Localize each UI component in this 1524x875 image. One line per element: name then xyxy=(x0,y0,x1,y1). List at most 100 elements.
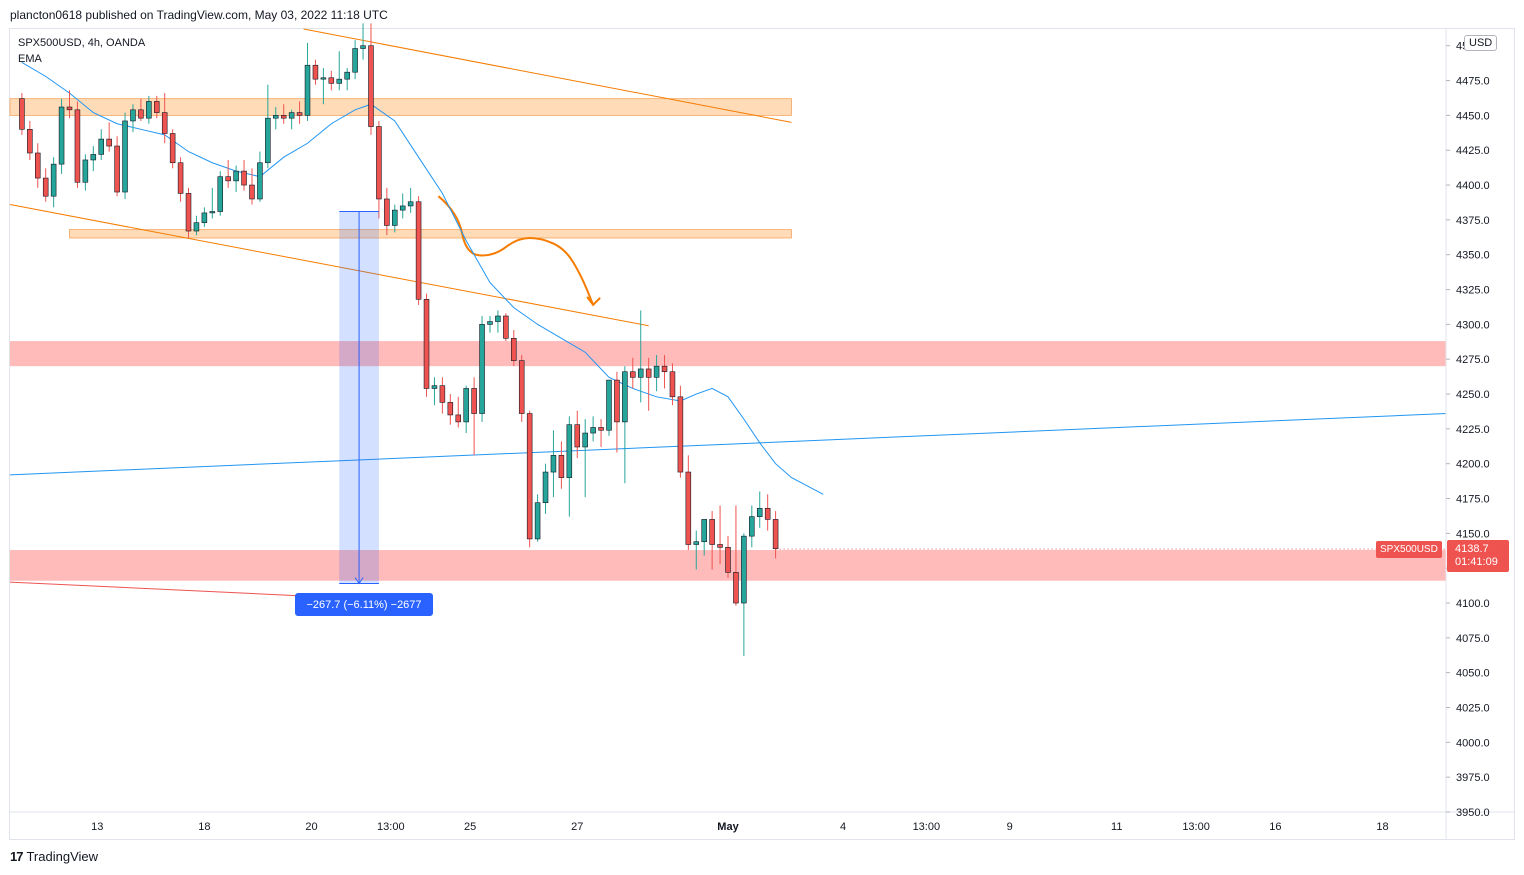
candle-body xyxy=(225,176,231,182)
candle-body xyxy=(304,64,311,116)
time-tick-label: 4 xyxy=(840,821,846,833)
candle-body xyxy=(42,177,49,197)
candle-body xyxy=(725,546,731,573)
price-zone xyxy=(9,98,792,116)
candle-body xyxy=(360,45,366,49)
price-tick-label: 4225.0 xyxy=(1456,424,1490,436)
candle-body xyxy=(772,519,779,549)
candle-body xyxy=(582,432,588,448)
candle xyxy=(463,385,469,434)
measure-arrow-head xyxy=(354,577,364,585)
measure-label: −267.7 (−6.11%) −2677 xyxy=(295,593,433,616)
candle xyxy=(384,187,390,236)
candle xyxy=(741,533,747,656)
candle-body xyxy=(50,163,57,197)
candle-body xyxy=(574,424,581,448)
candle-body xyxy=(693,541,700,545)
price-tick-label: 3975.0 xyxy=(1456,772,1490,784)
projection-path xyxy=(437,195,595,306)
candle-body xyxy=(709,519,715,545)
candle xyxy=(114,136,120,197)
candle-body xyxy=(376,126,382,200)
price-tick-label: 4100.0 xyxy=(1456,598,1490,610)
candle xyxy=(471,377,477,456)
tradingview-logo[interactable]: 17 TradingView xyxy=(10,849,98,864)
candle xyxy=(677,385,684,478)
candle xyxy=(590,416,596,442)
candle xyxy=(82,154,89,191)
candle-body xyxy=(368,45,374,127)
current-price-tag: 4138.7 01:41:09 xyxy=(1447,540,1509,572)
candle xyxy=(288,109,295,130)
candle xyxy=(265,84,271,169)
candle-body xyxy=(511,337,517,361)
time-tick-label: 18 xyxy=(198,821,210,833)
candle xyxy=(27,120,33,160)
trendline-layer xyxy=(9,28,1447,598)
candle xyxy=(479,316,485,422)
candle xyxy=(98,129,104,160)
ema-line xyxy=(21,62,824,495)
candle-body xyxy=(471,388,477,414)
legend-indicator: EMA xyxy=(18,53,42,65)
candle xyxy=(415,196,422,305)
candle xyxy=(154,95,160,119)
candle xyxy=(495,310,501,333)
candle-body xyxy=(35,152,41,179)
candle-body xyxy=(249,184,255,200)
candle xyxy=(669,363,676,406)
candle-body xyxy=(122,120,128,193)
candle-body xyxy=(653,365,660,378)
candle xyxy=(42,168,49,202)
candle-body xyxy=(217,176,224,212)
candle-body xyxy=(518,360,525,414)
trendline xyxy=(9,204,649,327)
measure-layer xyxy=(339,211,379,585)
candle xyxy=(725,536,731,578)
candle-body xyxy=(431,385,438,389)
price-tick-label: 4475.0 xyxy=(1456,76,1490,88)
price-tick-label: 4375.0 xyxy=(1456,215,1490,227)
candle xyxy=(550,430,557,498)
symbol-price-tag: SPX500USD xyxy=(1376,541,1442,558)
price-tick-label: 4025.0 xyxy=(1456,703,1490,715)
chart-legend: SPX500USD, 4h, OANDA EMA xyxy=(18,35,145,67)
candle xyxy=(161,93,168,144)
candle xyxy=(685,455,692,551)
candle xyxy=(487,316,493,333)
candle xyxy=(106,122,112,152)
candle-body xyxy=(463,388,469,423)
chart-frame[interactable] xyxy=(9,28,1515,840)
candle xyxy=(225,159,231,188)
candle-body xyxy=(622,371,628,423)
candle xyxy=(201,207,208,227)
candle xyxy=(558,441,565,489)
candle-body xyxy=(273,115,279,119)
candle xyxy=(439,377,446,414)
candle-body xyxy=(257,162,263,200)
candle-body xyxy=(66,106,73,111)
candle-body xyxy=(138,109,144,119)
trendline xyxy=(9,581,336,598)
candle xyxy=(392,204,398,233)
candle-body xyxy=(669,371,676,398)
candle xyxy=(526,410,533,548)
price-tick-label: 4325.0 xyxy=(1456,285,1490,297)
price-tick-label: 4400.0 xyxy=(1456,180,1490,192)
candle xyxy=(606,379,612,436)
candle-body xyxy=(717,544,723,548)
candle xyxy=(431,377,438,406)
candle-body xyxy=(169,133,176,164)
candle xyxy=(336,51,343,91)
candle xyxy=(399,193,406,219)
candle xyxy=(66,90,73,119)
candle-body xyxy=(701,519,707,543)
candle xyxy=(511,329,517,367)
currency-badge[interactable]: USD xyxy=(1464,35,1498,51)
time-tick-label: 27 xyxy=(571,821,583,833)
candle xyxy=(320,68,327,105)
candle-body xyxy=(344,71,350,80)
candle-body xyxy=(534,502,541,540)
candle-body xyxy=(399,205,406,211)
